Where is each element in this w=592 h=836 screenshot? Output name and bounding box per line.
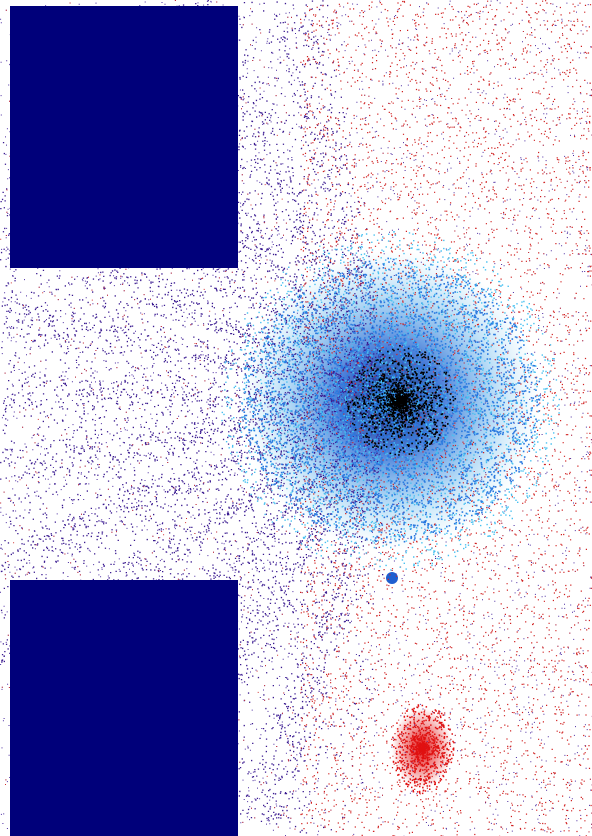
inset-frame: [10, 580, 238, 836]
page: {"chart_data": [ {"type": "density", "x_…: [0, 0, 592, 836]
screenshot: 0.650.670.690.710.730.750.770.790.810.83…: [0, 0, 592, 836]
inset-frame: [10, 6, 238, 268]
